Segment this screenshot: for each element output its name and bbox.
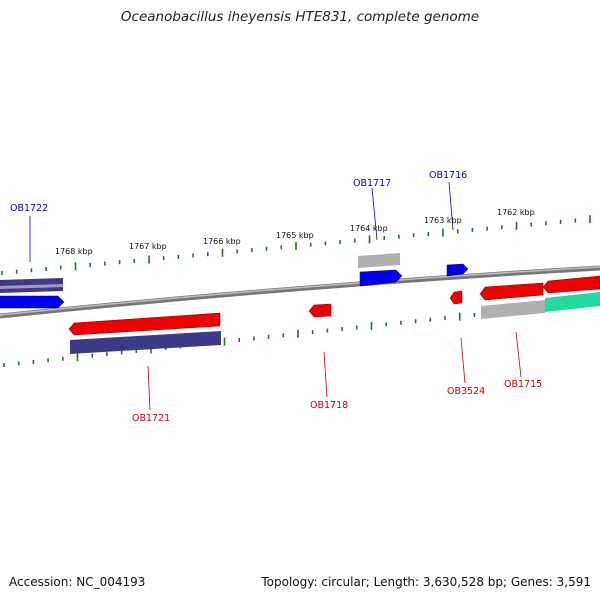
gene-ob3524-reverse[interactable]	[449, 290, 463, 305]
gene-ob1722-forward[interactable]	[0, 295, 65, 309]
gene-ob1715-reverse[interactable]	[479, 282, 544, 301]
leader-ob1715	[515, 331, 522, 378]
hit-ob1717-gray	[358, 253, 400, 268]
gene-label-ob1722[interactable]: OB1722	[10, 203, 48, 214]
genome-summary: Topology: circular; Length: 3,630,528 bp…	[261, 575, 591, 589]
hit-ob1715-green	[545, 292, 600, 312]
gene-label-ob1721[interactable]: OB1721	[132, 413, 170, 424]
genome-backbone	[0, 265, 600, 319]
leader-ob1721	[147, 365, 151, 411]
hit-ob1721-purple	[70, 331, 221, 354]
ruler-label-1764: 1764 kbp	[350, 224, 388, 233]
gene-ob1716-forward[interactable]	[446, 263, 469, 277]
hit-ob1722-gray	[0, 284, 63, 289]
gene-label-ob1716[interactable]: OB1716	[429, 170, 467, 181]
genome-backbone-highlight	[0, 266, 600, 316]
ruler-label-1766: 1766 kbp	[203, 237, 241, 246]
gene-label-ob3524[interactable]: OB3524	[447, 386, 485, 397]
ruler-label-1762: 1762 kbp	[497, 208, 535, 217]
ruler-label-1763: 1763 kbp	[424, 216, 462, 225]
gene-reverse-edge[interactable]	[542, 275, 600, 294]
ruler-label-1765: 1765 kbp	[276, 231, 314, 240]
accession-label: Accession: NC_004193	[9, 575, 146, 589]
ruler-label-1767: 1767 kbp	[129, 242, 167, 251]
outer-ruler	[1, 215, 591, 275]
gene-ob1717-forward[interactable]	[359, 269, 403, 287]
leader-ob1717	[371, 187, 378, 241]
gene-label-ob1718[interactable]: OB1718	[310, 400, 348, 411]
gene-ob1721-reverse[interactable]	[68, 312, 221, 336]
leader-ob3524	[460, 337, 466, 384]
leader-ob1716	[448, 181, 454, 231]
map-title: Oceanobacillus iheyensis HTE831, complet…	[120, 9, 480, 25]
gene-label-ob1715[interactable]: OB1715	[504, 379, 542, 390]
gene-ob1718-reverse[interactable]	[308, 303, 332, 318]
gene-label-ob1717[interactable]: OB1717	[353, 178, 391, 189]
ruler-label-1768: 1768 kbp	[55, 247, 93, 256]
leader-ob1718	[323, 351, 328, 398]
hit-ob1715-gray	[481, 300, 545, 319]
